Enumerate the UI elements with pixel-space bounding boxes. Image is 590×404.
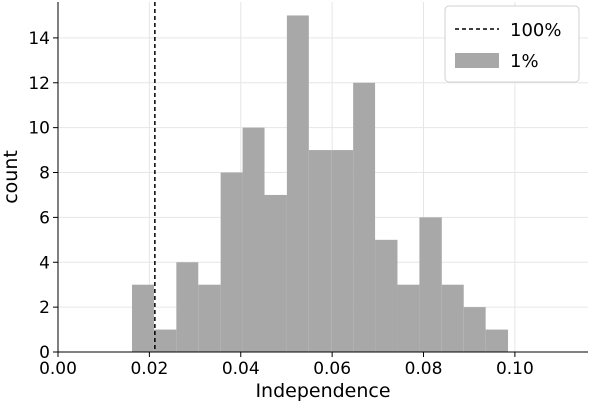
legend-swatch-histogram <box>455 53 499 68</box>
histogram-bar <box>286 15 309 352</box>
x-tick-label: 0.00 <box>39 359 77 379</box>
y-tick-label: 6 <box>39 208 50 228</box>
bars-layer <box>132 15 509 353</box>
histogram-bar <box>463 307 486 352</box>
y-tick-label: 8 <box>39 164 50 184</box>
x-tick-label: 0.04 <box>222 359 260 379</box>
histogram-bar <box>220 172 243 352</box>
y-tick-label: 12 <box>28 74 50 94</box>
y-tick-label: 4 <box>39 253 50 273</box>
x-tick-label: 0.10 <box>496 359 534 379</box>
histogram-bar <box>308 150 332 352</box>
y-ticks: 0 2 4 6 8 10 12 14 <box>28 29 58 363</box>
histogram-bar <box>419 217 442 352</box>
histogram-bar <box>153 329 177 352</box>
legend-label-100-percent: 100% <box>510 20 561 41</box>
histogram-bar <box>264 194 287 352</box>
histogram-bar <box>375 239 398 352</box>
histogram-bar <box>132 284 154 352</box>
axes-layer <box>57 2 588 353</box>
histogram-bar <box>397 284 420 352</box>
y-tick-label: 0 <box>39 343 50 363</box>
histogram-bar <box>198 284 221 352</box>
x-tick-label: 0.08 <box>405 359 443 379</box>
x-ticks: 0.00 0.02 0.04 0.06 0.08 0.10 <box>39 352 534 379</box>
histogram-bar <box>331 150 354 352</box>
histogram-bar <box>441 284 464 352</box>
histogram-bar <box>353 82 376 353</box>
legend-label-1-percent: 1% <box>510 51 539 72</box>
y-tick-label: 14 <box>28 29 50 49</box>
x-tick-label: 0.02 <box>130 359 168 379</box>
x-axis-label: Independence <box>255 380 390 402</box>
x-tick-label: 0.06 <box>313 359 351 379</box>
histogram-bar <box>242 127 265 353</box>
y-tick-label: 2 <box>39 298 50 318</box>
legend: 100% 1% <box>444 5 580 83</box>
histogram-bar <box>176 262 199 352</box>
y-axis-label: count <box>0 150 22 204</box>
histogram-bar <box>485 329 509 352</box>
y-tick-label: 10 <box>28 119 50 139</box>
